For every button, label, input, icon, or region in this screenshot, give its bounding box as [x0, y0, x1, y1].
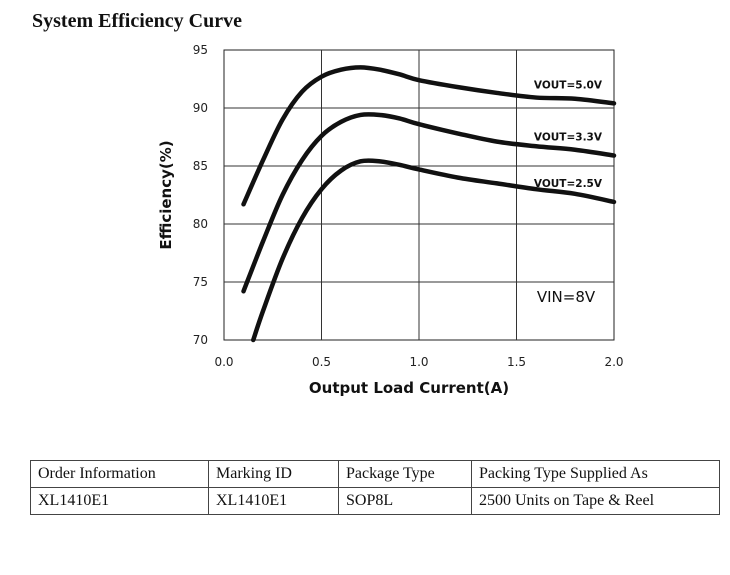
series-label-1: VOUT=3.3V: [534, 132, 603, 144]
data-point: [456, 132, 460, 136]
data-point: [495, 140, 499, 144]
table-row: XL1410E1 XL1410E1 SOP8L 2500 Units on Ta…: [30, 487, 720, 515]
y-tick-labels: 70 75 80 85 90 95: [193, 43, 208, 347]
cell-package-type: SOP8L: [338, 487, 472, 515]
series-label-2: VOUT=2.5V: [534, 178, 603, 190]
data-point: [534, 144, 538, 148]
header-packing-type: Packing Type Supplied As: [471, 460, 720, 488]
x-tick-labels: 0.0 0.5 1.0 1.5 2.0: [214, 355, 623, 369]
cell-order-information: XL1410E1: [30, 487, 209, 515]
x-tick-label: 1.0: [409, 355, 428, 369]
data-point: [495, 181, 499, 185]
cell-marking-id: XL1410E1: [208, 487, 339, 515]
data-point: [339, 169, 343, 173]
data-point: [573, 148, 577, 152]
data-point: [261, 309, 265, 313]
y-axis-label: Efficiency(%): [157, 140, 175, 249]
data-point: [261, 158, 265, 162]
order-info-table: Order Information Marking ID Package Typ…: [30, 460, 720, 515]
y-tick-label: 75: [193, 275, 208, 289]
y-tick-label: 70: [193, 333, 208, 347]
data-point: [320, 187, 323, 191]
data-point: [359, 65, 362, 69]
data-point: [456, 176, 460, 180]
data-point: [261, 239, 265, 243]
data-point: [251, 338, 255, 342]
data-point: [612, 101, 616, 105]
data-point: [534, 187, 538, 191]
data-point: [495, 91, 499, 95]
table-header-row: Order Information Marking ID Package Typ…: [30, 460, 720, 488]
data-point: [534, 96, 538, 100]
x-tick-label: 0.5: [312, 355, 331, 369]
data-point: [242, 202, 245, 206]
data-point: [573, 97, 577, 101]
series-group: VOUT=5.0V VOUT=3.3V VOUT=2.5V: [241, 65, 617, 343]
data-point: [417, 167, 421, 171]
vin-annotation: VIN=8V: [537, 288, 596, 306]
data-point: [378, 113, 382, 117]
data-point: [242, 289, 245, 293]
y-tick-label: 85: [193, 159, 208, 173]
x-axis-label: Output Load Current(A): [309, 379, 509, 397]
data-point: [281, 257, 284, 261]
y-tick-label: 95: [193, 43, 208, 57]
grid-lines: [224, 50, 614, 340]
data-point: [339, 68, 343, 72]
data-point: [320, 75, 323, 79]
data-point: [339, 120, 343, 124]
header-package-type: Package Type: [338, 460, 472, 488]
header-marking-id: Marking ID: [208, 460, 339, 488]
y-tick-label: 80: [193, 217, 208, 231]
data-point: [417, 78, 421, 82]
data-point: [398, 72, 401, 76]
data-point: [281, 193, 284, 197]
data-point: [378, 159, 382, 163]
x-tick-label: 1.5: [507, 355, 526, 369]
chart-title: System Efficiency Curve: [32, 10, 242, 32]
series-label-0: VOUT=5.0V: [534, 79, 603, 91]
data-point: [300, 90, 304, 94]
data-point: [281, 118, 284, 122]
data-point: [300, 216, 304, 220]
data-point: [612, 200, 616, 204]
data-point: [398, 163, 401, 167]
data-point: [612, 154, 616, 158]
x-tick-label: 2.0: [604, 355, 623, 369]
data-point: [359, 159, 362, 163]
data-point: [456, 85, 460, 89]
header-order-information: Order Information: [30, 460, 209, 488]
data-point: [573, 192, 577, 196]
y-tick-label: 90: [193, 101, 208, 115]
data-point: [398, 116, 401, 120]
data-point: [378, 68, 382, 72]
data-point: [320, 134, 323, 138]
data-point: [417, 122, 421, 126]
cell-packing-type: 2500 Units on Tape & Reel: [471, 487, 720, 515]
data-point: [300, 158, 304, 162]
data-point: [359, 113, 362, 117]
x-tick-label: 0.0: [214, 355, 233, 369]
